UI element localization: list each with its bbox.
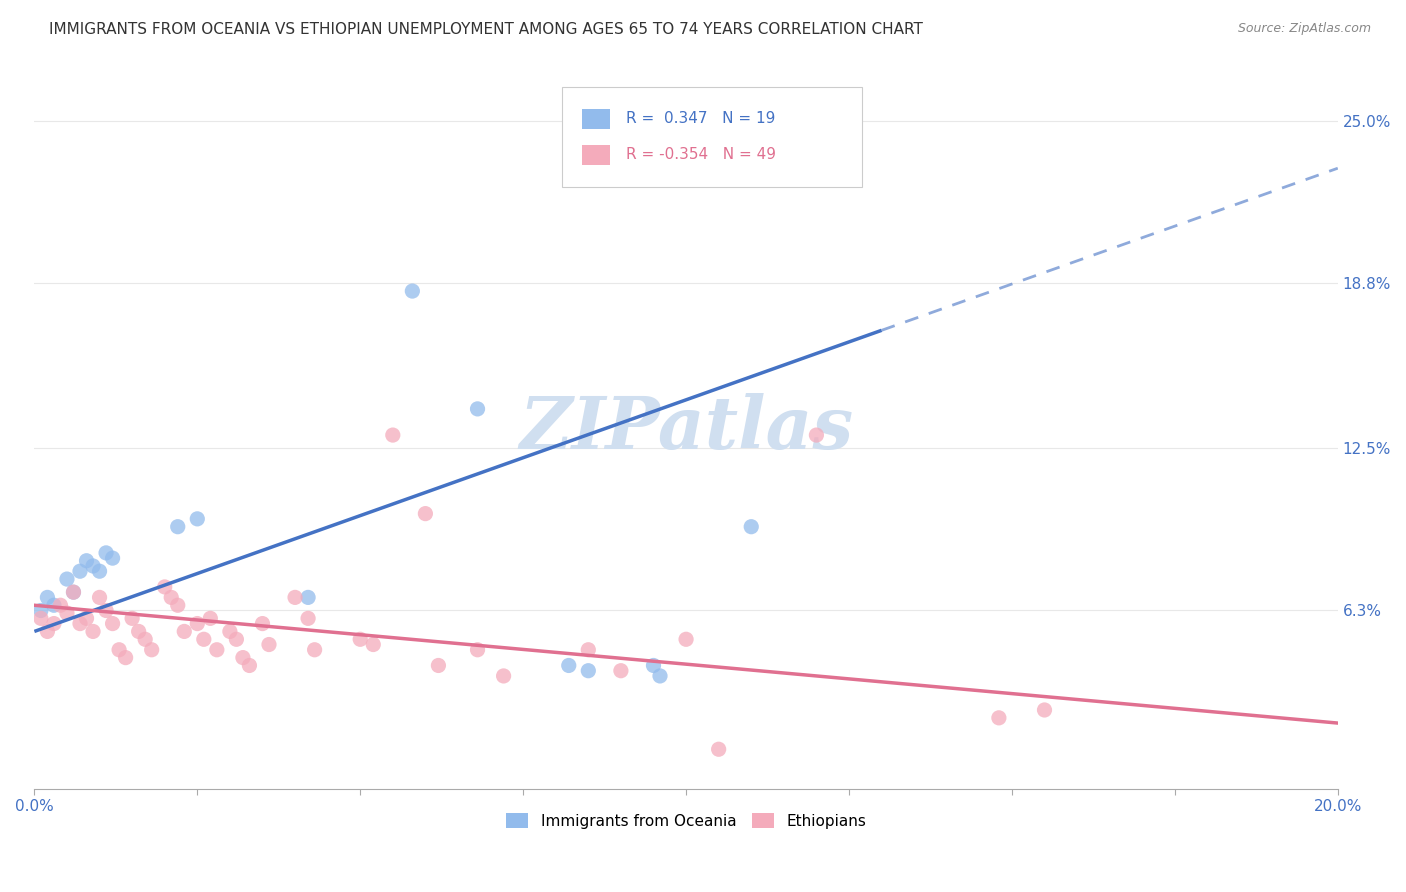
Point xyxy=(257,638,280,652)
Point xyxy=(69,616,91,631)
Legend: Immigrants from Oceania, Ethiopians: Immigrants from Oceania, Ethiopians xyxy=(499,806,873,835)
Point xyxy=(361,638,384,652)
Point xyxy=(37,624,59,639)
Text: IMMIGRANTS FROM OCEANIA VS ETHIOPIAN UNEMPLOYMENT AMONG AGES 65 TO 74 YEARS CORR: IMMIGRANTS FROM OCEANIA VS ETHIOPIAN UNE… xyxy=(49,22,924,37)
Point xyxy=(160,591,183,605)
Point xyxy=(42,616,65,631)
Point xyxy=(62,585,84,599)
Point xyxy=(648,669,671,683)
Point xyxy=(1033,703,1056,717)
Point xyxy=(297,591,319,605)
Point xyxy=(76,554,98,568)
Point xyxy=(89,591,111,605)
Point xyxy=(558,658,581,673)
Point xyxy=(492,669,515,683)
Point xyxy=(76,611,98,625)
Point xyxy=(467,401,489,416)
Point xyxy=(219,624,242,639)
FancyBboxPatch shape xyxy=(562,87,862,187)
Point xyxy=(675,632,697,647)
Point xyxy=(108,642,131,657)
Point xyxy=(37,591,59,605)
Point xyxy=(94,603,117,617)
Point xyxy=(284,591,307,605)
Point xyxy=(62,585,84,599)
Point xyxy=(49,599,72,613)
Point xyxy=(205,642,228,657)
Point xyxy=(166,519,188,533)
Point xyxy=(186,616,208,631)
Point xyxy=(200,611,222,625)
Point xyxy=(987,711,1010,725)
Point xyxy=(173,624,195,639)
Point xyxy=(69,564,91,578)
Point xyxy=(114,650,136,665)
Point xyxy=(56,572,79,586)
Point xyxy=(42,599,65,613)
Point xyxy=(576,664,599,678)
Point xyxy=(82,559,104,574)
Point xyxy=(401,284,423,298)
Point xyxy=(576,642,599,657)
Point xyxy=(141,642,163,657)
Point xyxy=(56,606,79,620)
Point xyxy=(381,428,404,442)
Point xyxy=(94,546,117,560)
Point xyxy=(225,632,247,647)
Point xyxy=(101,616,124,631)
Point xyxy=(166,599,188,613)
FancyBboxPatch shape xyxy=(582,145,610,165)
Point xyxy=(128,624,150,639)
Point xyxy=(643,658,665,673)
Point xyxy=(193,632,215,647)
Point xyxy=(30,603,52,617)
Point xyxy=(252,616,274,631)
Point xyxy=(82,624,104,639)
Text: Source: ZipAtlas.com: Source: ZipAtlas.com xyxy=(1237,22,1371,36)
Point xyxy=(349,632,371,647)
Point xyxy=(707,742,730,756)
Point xyxy=(304,642,326,657)
Point xyxy=(238,658,260,673)
Text: ZIPatlas: ZIPatlas xyxy=(519,393,853,464)
Point xyxy=(30,611,52,625)
Point xyxy=(153,580,176,594)
Point xyxy=(232,650,254,665)
Point xyxy=(89,564,111,578)
Point xyxy=(467,642,489,657)
Point xyxy=(121,611,143,625)
Point xyxy=(186,512,208,526)
Point xyxy=(134,632,156,647)
Point xyxy=(427,658,450,673)
Point xyxy=(297,611,319,625)
Point xyxy=(806,428,828,442)
Point xyxy=(740,519,762,533)
FancyBboxPatch shape xyxy=(582,109,610,129)
Point xyxy=(610,664,633,678)
Point xyxy=(101,551,124,566)
Text: R = -0.354   N = 49: R = -0.354 N = 49 xyxy=(626,147,776,162)
Text: R =  0.347   N = 19: R = 0.347 N = 19 xyxy=(626,112,776,127)
Point xyxy=(415,507,437,521)
